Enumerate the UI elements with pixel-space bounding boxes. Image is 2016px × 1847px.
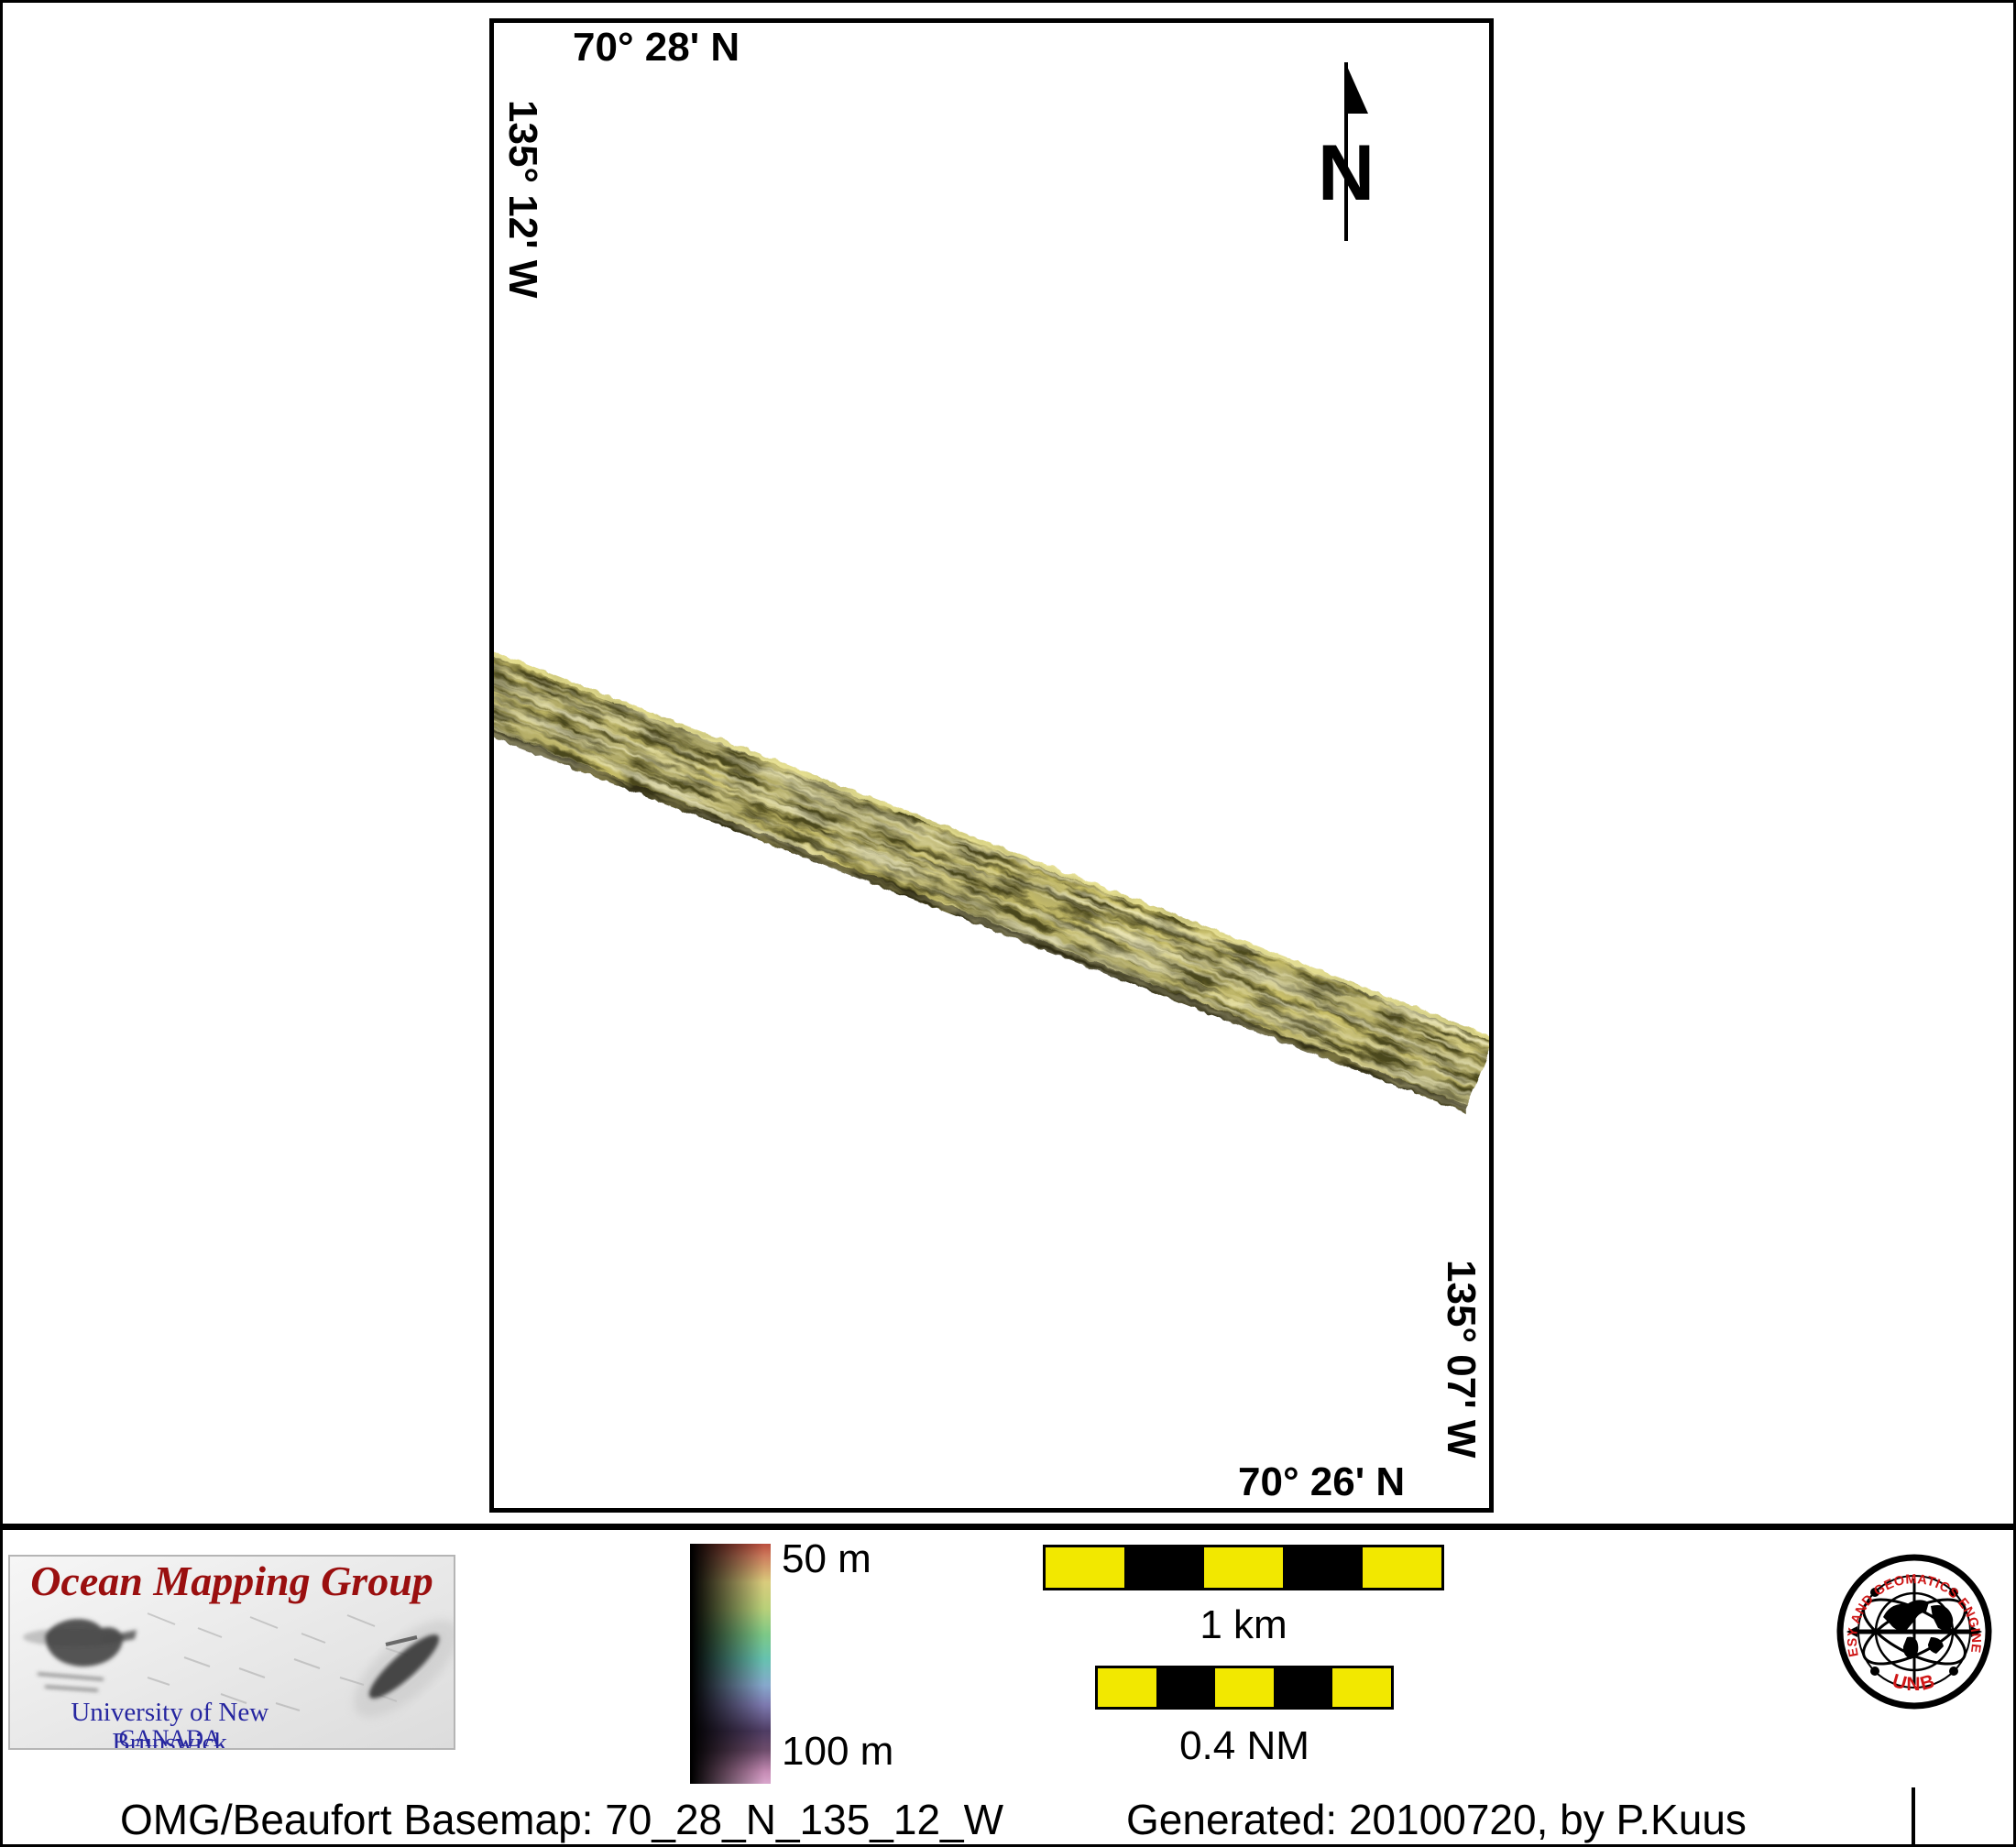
sonar-swath-image xyxy=(494,649,1489,1113)
seal-globe-outline xyxy=(1874,1591,1955,1672)
scalebar-segment xyxy=(1274,1668,1332,1707)
scalebar-segment xyxy=(1283,1547,1363,1588)
scalebar-segment xyxy=(1124,1547,1204,1588)
depth-shallow-label: 50 m xyxy=(782,1536,871,1581)
left-longitude-label: 135° 12' W xyxy=(500,100,545,299)
depth-colorbar xyxy=(690,1544,771,1784)
scalebar-nm xyxy=(1095,1666,1394,1710)
unb-acronym: UNB xyxy=(1890,1670,1936,1695)
scalebar-segment xyxy=(1215,1668,1274,1707)
caption-corner-line xyxy=(1912,1787,1915,1844)
helicopter-silhouette xyxy=(23,1619,137,1692)
swath-strip xyxy=(494,649,1489,1113)
scalebar-km xyxy=(1043,1545,1444,1590)
omg-logo: Ocean Mapping Group University of New Br… xyxy=(8,1555,455,1750)
scalebar-nm-label: 0.4 NM xyxy=(1179,1723,1309,1768)
north-arrow-icon: N xyxy=(1318,62,1375,241)
scalebar-segment xyxy=(1203,1547,1284,1588)
scalebar-segment xyxy=(1362,1547,1442,1588)
basemap-caption: OMG/Beaufort Basemap: 70_28_N_135_12_W xyxy=(120,1796,1004,1843)
shipwreck-silhouette xyxy=(353,1619,454,1718)
scalebar-segment xyxy=(1046,1547,1125,1588)
generated-caption: Generated: 20100720, by P.Kuus xyxy=(1126,1796,1747,1843)
north-letter: N xyxy=(1318,129,1375,217)
panel-divider xyxy=(3,1524,2013,1530)
scalebar-segment xyxy=(1098,1668,1156,1707)
svg-text:UNB: UNB xyxy=(1890,1670,1938,1695)
bottom-latitude-label: 70° 26' N xyxy=(1238,1459,1406,1504)
omg-title: Ocean Mapping Group xyxy=(30,1557,433,1604)
scalebar-km-label: 1 km xyxy=(1200,1602,1287,1647)
omg-institution: University of New Brunswick xyxy=(71,1698,269,1750)
omg-country: CANADA xyxy=(118,1725,221,1750)
omg-logo-background xyxy=(10,1557,454,1748)
scalebar-segment xyxy=(1156,1668,1215,1707)
depth-deep-label: 100 m xyxy=(782,1729,894,1774)
scalebar-segment xyxy=(1332,1668,1391,1707)
right-longitude-label: 135° 07' W xyxy=(1439,1260,1484,1459)
seal-globe-continents xyxy=(1883,1600,1954,1659)
top-latitude-label: 70° 28' N xyxy=(573,25,740,70)
unb-seal: GEODESY AND GEOMATICS ENGINEERING UNB xyxy=(1835,1553,1992,1710)
